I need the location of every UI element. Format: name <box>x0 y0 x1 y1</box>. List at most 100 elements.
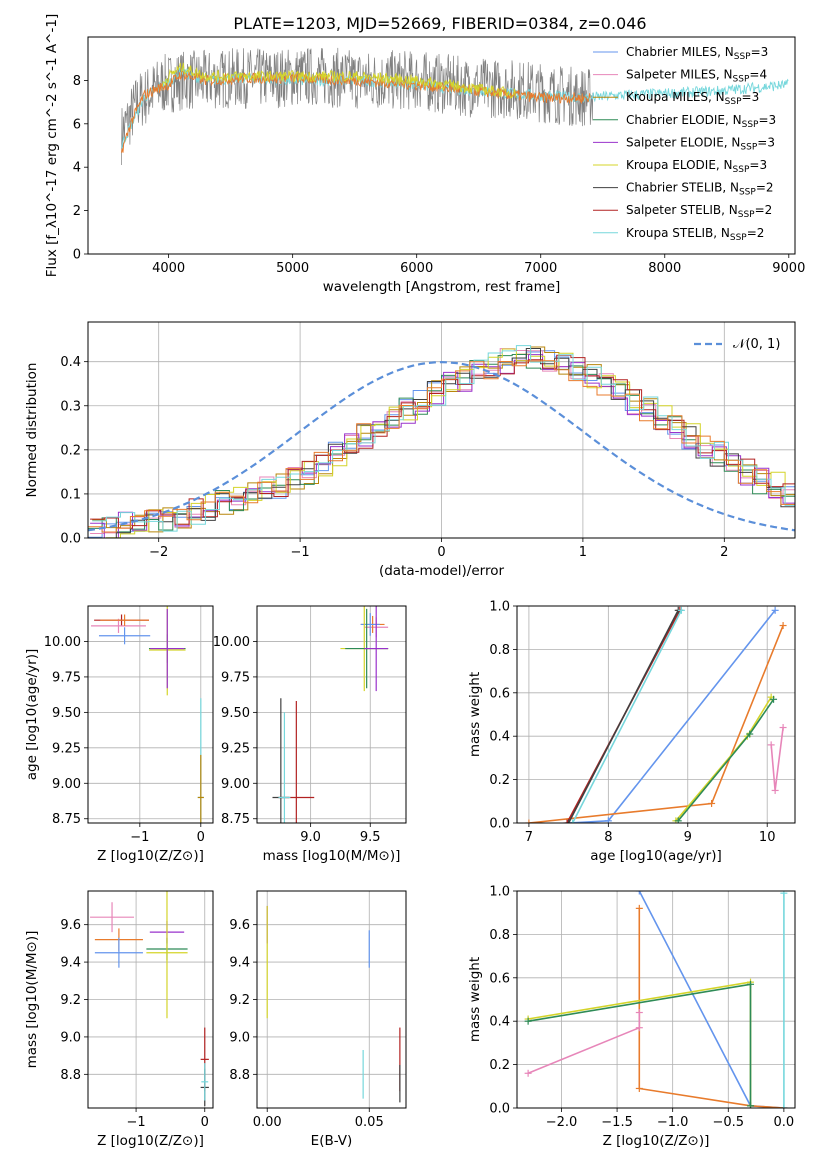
plot-area-mass_vs_Z <box>90 891 209 1107</box>
histogram-step <box>90 348 795 534</box>
y-tick-label: 0.4 <box>489 1015 510 1030</box>
axes-frame <box>516 605 796 824</box>
panel-mass_vs_ebv: 0.00 0.05 8.8 9.0 9.2 9.4 9.6 E(B-V) <box>229 890 407 1149</box>
legend-label-main: Kroupa STELIB, N <box>626 226 730 240</box>
y-tick-label: 8.8 <box>60 1068 81 1083</box>
x-tick-label: 8 <box>604 830 612 845</box>
axes-frame <box>87 890 214 1109</box>
y-tick-label: 1.0 <box>489 600 510 615</box>
panel-age_vs_Z: −1 0 8.75 9.00 9.25 9.50 9.75 10.00 Z [log10(Z/Z… <box>24 605 214 864</box>
spectrum-line <box>121 47 594 166</box>
y-tick-label: 0.1 <box>60 487 81 502</box>
x-tick-label: 0 <box>437 545 445 560</box>
y-tick-label: 9.50 <box>52 706 81 721</box>
legend-label: Chabrier ELODIE, NSSP=3 <box>626 113 776 130</box>
legend-label-tail: =3 <box>757 135 775 149</box>
plot-area-spectrum <box>121 47 789 166</box>
x-axis-label: age [log10(age/yr)] <box>590 848 722 864</box>
y-axis-label: Normed distribution <box>24 363 40 498</box>
y-tick-label: 9.00 <box>52 777 81 792</box>
legend-label-sub: SSP <box>733 165 750 175</box>
y-tick-label: 0.6 <box>489 971 510 986</box>
y-tick-label: 1.0 <box>489 885 510 900</box>
y-tick-label: 8.75 <box>52 812 81 827</box>
y-tick-label: 0.2 <box>60 443 81 458</box>
y-tick-label: 9.2 <box>229 993 250 1008</box>
y-tick-label: 10.00 <box>213 635 250 650</box>
x-tick-label: 0 <box>197 830 205 845</box>
x-tick-label: 8000 <box>648 261 681 276</box>
x-tick-label: 0.05 <box>355 1115 384 1130</box>
x-tick-label: 0.00 <box>253 1115 282 1130</box>
y-tick-label: 9.00 <box>221 777 250 792</box>
axes-frame <box>87 321 796 539</box>
y-tick-label: 0.0 <box>489 817 510 832</box>
histogram-step <box>92 345 795 532</box>
x-tick-label: −1 <box>130 830 149 845</box>
legend-label: Chabrier STELIB, NSSP=2 <box>626 181 774 198</box>
legend-label-sub: SSP <box>725 97 742 107</box>
x-tick-label: 4000 <box>152 261 185 276</box>
x-tick-label: 0.0 <box>774 1115 795 1130</box>
histogram-step <box>88 348 795 538</box>
panels: 4000 5000 6000 7000 8000 900002468wavelength … <box>24 14 805 1149</box>
x-axis-label: wavelength [Angstrom, rest frame] <box>323 279 561 295</box>
axes-frame <box>516 890 796 1109</box>
legend-label: Kroupa STELIB, NSSP=2 <box>626 226 764 243</box>
x-tick-label: 9 <box>684 830 692 845</box>
legend-label-sub: SSP <box>742 120 759 130</box>
legend-label-tail: =2 <box>755 203 773 217</box>
y-tick-label: 9.25 <box>52 741 81 756</box>
x-axis-label: (data-model)/error <box>379 563 505 579</box>
plot-area-mass_weight_vs_age <box>525 606 787 823</box>
y-tick-label: 0.8 <box>489 643 510 658</box>
legend-label-main: Salpeter ELODIE, N <box>626 135 740 149</box>
x-axis-label: Z [log10(Z/Z⊙)] <box>603 1133 710 1149</box>
y-tick-label: 8.75 <box>221 812 250 827</box>
legend-label-sub: SSP <box>738 210 755 220</box>
y-tick-label: 4 <box>73 161 81 176</box>
weight-line <box>567 609 679 823</box>
y-axis-label: Flux [f_λ10^-17 erg cm^-2 s^-1 A^-1] <box>44 14 60 277</box>
histogram-step <box>90 354 795 538</box>
y-tick-label: 0.8 <box>489 928 510 943</box>
x-tick-label: −1.0 <box>657 1115 689 1130</box>
panel-mass_weight_vs_age: 7 8 9 10 0.0 0.2 0.4 0.6 0.8 1.0 age [log10(age/yr… <box>467 600 796 864</box>
legend-label-sub: SSP <box>740 142 757 152</box>
panel-spectrum: 4000 5000 6000 7000 8000 9000 0 2 4 6 8 wavelength … <box>44 14 805 295</box>
weight-line <box>527 1012 641 1075</box>
y-tick-label: 0.6 <box>489 686 510 701</box>
legend-label-sub: SSP <box>734 52 751 62</box>
plot-area-mass_vs_ebv <box>266 905 401 1103</box>
x-tick-label: 6000 <box>400 261 433 276</box>
y-tick-label: 0.2 <box>489 1058 510 1073</box>
x-axis-label: E(B-V) <box>311 1133 353 1149</box>
y-tick-label: 9.75 <box>52 670 81 685</box>
legend-label: Chabrier MILES, NSSP=3 <box>626 45 768 62</box>
spectrum-line <box>161 62 517 99</box>
y-tick-label: 0 <box>73 248 81 263</box>
y-tick-label: 9.4 <box>60 956 81 971</box>
x-axis-label: mass [log10(M/M⊙)] <box>263 848 401 864</box>
legend-label-tail: =2 <box>756 181 774 195</box>
x-tick-label: 10 <box>759 830 776 845</box>
legend-label-main: Chabrier ELODIE, N <box>626 113 742 127</box>
x-tick-label: −2.0 <box>546 1115 578 1130</box>
panel-age_vs_mass: 9.0 9.5 8.75 9.00 9.25 9.50 9.75 10.00 mass [log… <box>213 605 407 864</box>
y-tick-label: 9.4 <box>229 956 250 971</box>
axes-frame <box>256 605 407 824</box>
legend-label-main: Kroupa ELODIE, N <box>626 158 733 172</box>
axes-frame <box>256 890 407 1109</box>
plot-area-residuals <box>88 345 795 538</box>
y-tick-label: 0.0 <box>489 1102 510 1117</box>
legend-label-sub: SSP <box>733 75 750 85</box>
normal-curve <box>88 360 795 532</box>
y-tick-label: 9.6 <box>229 918 250 933</box>
legend-label-tail: =2 <box>747 226 765 240</box>
weight-line <box>638 908 784 1108</box>
panel-residuals: −2 −1 0 1 2 0.0 0.1 0.2 0.3 0.4 (data-model)/error… <box>24 321 796 579</box>
axes-frame <box>87 36 796 255</box>
axes-frame <box>87 605 214 824</box>
